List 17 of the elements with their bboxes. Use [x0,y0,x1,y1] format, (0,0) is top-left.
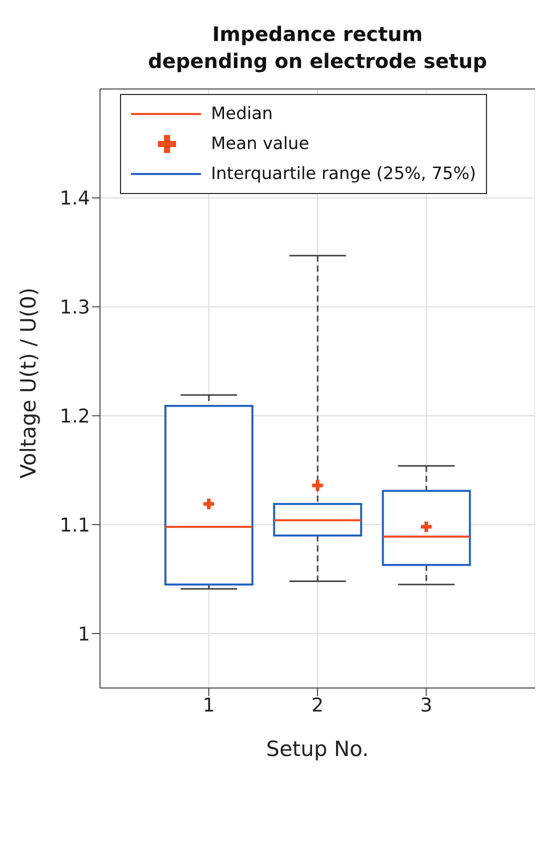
point [203,498,214,510]
y-tick-label: 1.2 [60,405,90,428]
x-tick-label: 1 [202,694,215,716]
y-axis-title: Voltage U(t) / U(0) [16,288,40,478]
x-tick-label: 2 [311,694,324,716]
y-tick-label: 1.4 [60,188,90,210]
annotation: Median [211,104,273,124]
point [312,480,323,491]
y-tick-label: 1.3 [60,296,90,319]
legend-label: Interquartile range (25%, 75%) [211,164,476,184]
x-axis-title: Setup No. [266,737,369,761]
x-tick-label: 3 [420,694,432,716]
y-tick-label: 1 [78,623,90,646]
point [420,521,432,532]
legend-label: Mean value [211,134,310,154]
y-tick-label: 1.1 [60,514,90,536]
chart-title: Impedance rectum depending on electrode setup [146,21,488,75]
